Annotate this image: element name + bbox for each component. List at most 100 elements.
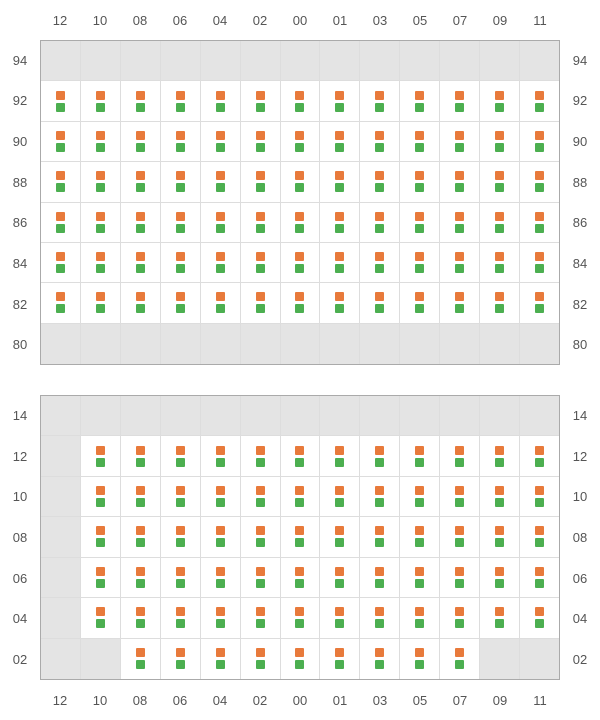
cell-pair xyxy=(360,598,400,638)
cell-pair xyxy=(480,81,520,121)
marker-top xyxy=(455,486,464,495)
x-axis-label: 00 xyxy=(280,13,320,28)
marker-top xyxy=(455,91,464,100)
grid-row xyxy=(41,243,559,283)
cell-pair xyxy=(360,477,400,517)
marker-bottom xyxy=(176,264,185,273)
marker-top xyxy=(295,131,304,140)
cell-pair xyxy=(320,639,360,679)
marker-bottom xyxy=(96,498,105,507)
marker-top xyxy=(295,446,304,455)
cell-pair xyxy=(161,122,201,162)
cell-pair xyxy=(400,517,440,557)
grid-row xyxy=(41,517,559,557)
marker-top xyxy=(415,292,424,301)
cell-pair xyxy=(41,162,81,202)
marker-bottom xyxy=(176,458,185,467)
marker-bottom xyxy=(455,458,464,467)
marker-bottom xyxy=(216,660,225,669)
cell-empty xyxy=(161,41,201,81)
marker-top xyxy=(415,171,424,180)
marker-top xyxy=(96,91,105,100)
marker-bottom xyxy=(96,619,105,628)
cell-pair xyxy=(480,243,520,283)
grid-row xyxy=(41,203,559,243)
cell-pair xyxy=(440,558,480,598)
marker-bottom xyxy=(136,619,145,628)
cell-pair xyxy=(281,243,321,283)
marker-bottom xyxy=(295,538,304,547)
cell-empty xyxy=(41,517,81,557)
cell-empty xyxy=(360,41,400,81)
marker-bottom xyxy=(335,458,344,467)
marker-top xyxy=(136,292,145,301)
marker-top xyxy=(455,171,464,180)
cell-pair xyxy=(440,203,480,243)
cell-pair xyxy=(81,283,121,323)
marker-bottom xyxy=(415,143,424,152)
marker-top xyxy=(415,526,424,535)
marker-top xyxy=(136,171,145,180)
cell-empty xyxy=(121,396,161,436)
cell-empty xyxy=(81,396,121,436)
marker-top xyxy=(495,131,504,140)
marker-bottom xyxy=(455,619,464,628)
marker-bottom xyxy=(415,224,424,233)
marker-top xyxy=(335,212,344,221)
grid-row xyxy=(41,162,559,202)
cell-empty xyxy=(400,396,440,436)
cell-pair xyxy=(241,477,281,517)
marker-top xyxy=(256,648,265,657)
cell-pair xyxy=(281,639,321,679)
marker-bottom xyxy=(136,579,145,588)
marker-top xyxy=(375,526,384,535)
cell-pair xyxy=(41,122,81,162)
marker-bottom xyxy=(415,183,424,192)
cell-pair xyxy=(161,639,201,679)
cell-empty xyxy=(320,324,360,364)
cell-empty xyxy=(41,396,81,436)
marker-bottom xyxy=(415,579,424,588)
marker-top xyxy=(176,91,185,100)
cell-pair xyxy=(241,517,281,557)
marker-bottom xyxy=(96,458,105,467)
cell-pair xyxy=(480,162,520,202)
marker-top xyxy=(216,252,225,261)
cell-pair xyxy=(41,243,81,283)
cell-pair xyxy=(281,162,321,202)
marker-top xyxy=(375,252,384,261)
marker-top xyxy=(335,252,344,261)
marker-top xyxy=(375,91,384,100)
cell-pair xyxy=(201,283,241,323)
marker-bottom xyxy=(535,619,544,628)
marker-bottom xyxy=(256,304,265,313)
cell-empty xyxy=(161,324,201,364)
marker-top xyxy=(216,131,225,140)
grid-row xyxy=(41,283,559,323)
x-axis-label: 12 xyxy=(40,693,80,708)
grid-row xyxy=(41,477,559,517)
cell-empty xyxy=(201,396,241,436)
marker-bottom xyxy=(96,264,105,273)
grid xyxy=(40,40,560,365)
cell-pair xyxy=(400,283,440,323)
marker-top xyxy=(256,212,265,221)
marker-bottom xyxy=(256,458,265,467)
marker-bottom xyxy=(216,143,225,152)
marker-bottom xyxy=(455,660,464,669)
marker-bottom xyxy=(176,143,185,152)
marker-bottom xyxy=(256,224,265,233)
cell-empty xyxy=(241,41,281,81)
y-axis-label: 82 xyxy=(0,284,40,325)
cell-pair xyxy=(320,203,360,243)
cell-pair xyxy=(400,122,440,162)
cell-pair xyxy=(201,477,241,517)
cell-pair xyxy=(480,517,520,557)
cell-pair xyxy=(360,517,400,557)
grid-row xyxy=(41,41,559,81)
x-axis-top: 12100806040200010305070911 xyxy=(0,0,600,40)
cell-pair xyxy=(520,203,559,243)
marker-bottom xyxy=(375,619,384,628)
cell-pair xyxy=(440,598,480,638)
cell-empty xyxy=(161,396,201,436)
